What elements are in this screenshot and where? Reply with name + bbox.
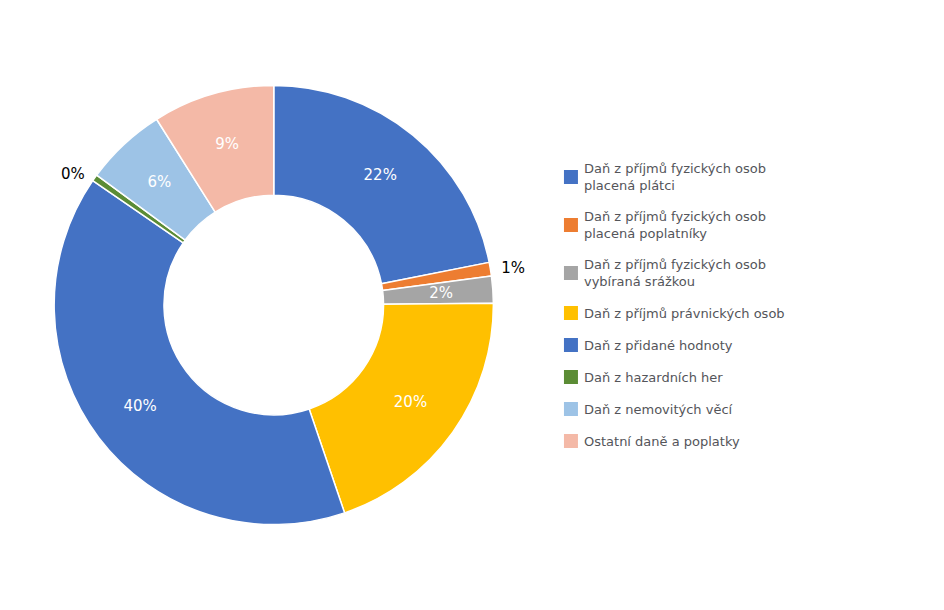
- svg-text:Daň z přidané hodnoty: Daň z přidané hodnoty: [584, 338, 733, 353]
- svg-text:22%: 22%: [364, 166, 397, 184]
- svg-text:0%: 0%: [61, 165, 85, 183]
- svg-text:placená poplatníky: placená poplatníky: [584, 226, 707, 241]
- svg-text:40%: 40%: [123, 397, 156, 415]
- svg-text:20%: 20%: [394, 393, 427, 411]
- svg-text:vybíraná srážkou: vybíraná srážkou: [584, 274, 695, 289]
- svg-text:1%: 1%: [501, 259, 525, 277]
- svg-text:2%: 2%: [429, 284, 453, 302]
- svg-text:Daň z příjmů právnických osob: Daň z příjmů právnických osob: [584, 306, 785, 321]
- svg-text:Daň z příjmů fyzických osob: Daň z příjmů fyzických osob: [584, 209, 766, 224]
- svg-text:Daň z hazardních her: Daň z hazardních her: [584, 370, 723, 385]
- svg-text:Daň z příjmů fyzických osob: Daň z příjmů fyzických osob: [584, 257, 766, 272]
- svg-text:Daň z příjmů fyzických osob: Daň z příjmů fyzických osob: [584, 161, 766, 176]
- svg-text:9%: 9%: [215, 135, 239, 153]
- svg-text:6%: 6%: [148, 173, 172, 191]
- svg-text:placená plátci: placená plátci: [584, 178, 675, 193]
- svg-text:Daň z nemovitých věcí: Daň z nemovitých věcí: [584, 402, 733, 417]
- svg-text:Ostatní daně a poplatky: Ostatní daně a poplatky: [584, 434, 740, 449]
